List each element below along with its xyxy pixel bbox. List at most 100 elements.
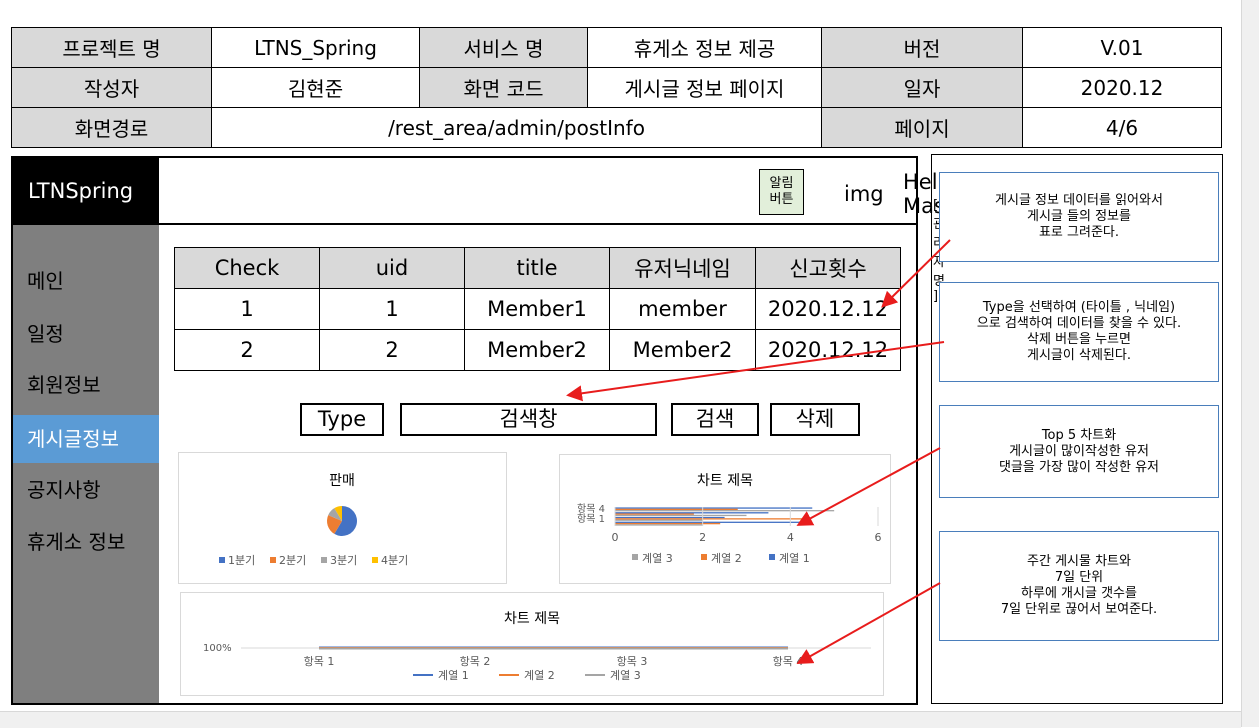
legend-swatch [701, 554, 707, 560]
legend-label: 계열 2 [524, 669, 555, 682]
top-bar: 알림 버튼 img Hello Master [ 관리자명 ] [159, 158, 975, 304]
bar [615, 507, 813, 509]
column-header[interactable]: uid [319, 247, 465, 289]
pie-slice [328, 508, 342, 521]
column-header[interactable]: 신고횟수 [755, 247, 901, 289]
legend-label: 계열 1 [438, 669, 469, 682]
column-header[interactable]: Check [174, 247, 320, 289]
note-text: 주간 게시물 차트와 7일 단위 하루에 개시글 갯수를 7일 단위로 끊어서 … [1000, 554, 1158, 617]
bar [615, 516, 725, 519]
bar [615, 513, 694, 515]
info-value: 2020.12 [1022, 67, 1222, 108]
legend-swatch [632, 554, 638, 560]
pie-slice [334, 506, 357, 536]
notes-panel [931, 154, 1223, 704]
bar [615, 524, 703, 526]
info-label: 화면 코드 [419, 67, 588, 108]
bar [615, 508, 738, 511]
delete-button[interactable]: 삭제 [770, 403, 860, 436]
info-value: 게시글 정보 페이지 [587, 67, 822, 108]
bar [615, 514, 747, 517]
table-row[interactable]: 1 1 Member1 member 2020.12.12 [174, 288, 901, 330]
legend-label: 계열 3 [642, 552, 673, 565]
x-tick-label: 항목 1 [304, 655, 335, 668]
info-label: 서비스 명 [419, 27, 588, 68]
x-tick-label: 항목 3 [617, 655, 648, 668]
alarm-button[interactable]: 알림 버튼 [759, 169, 804, 215]
table-cell: Member2 [464, 329, 610, 371]
table-cell: Member1 [464, 288, 610, 330]
x-tick-label: 0 [612, 531, 619, 544]
table-cell: 2020.12.12 [755, 288, 901, 330]
info-value: LTNS_Spring [211, 27, 420, 68]
table-cell: member [609, 288, 756, 330]
y-tick-label: 항목 4 [577, 503, 605, 515]
legend-swatch [321, 557, 327, 563]
alarm-button-label: 알림 버튼 [769, 176, 794, 207]
pie-chart-svg: 판매 1분기 2분기 3분기 4분기 [219, 473, 408, 567]
sidebar-item[interactable]: 메인 [27, 269, 64, 293]
info-label: 일자 [821, 67, 1023, 108]
vertical-scrollbar[interactable] [1241, 0, 1259, 727]
brand-logo[interactable]: LTNSpring [13, 158, 159, 225]
info-value: V.01 [1022, 27, 1222, 68]
search-input[interactable]: 검색창 [400, 403, 657, 436]
sidebar-item[interactable]: 공지사항 [27, 478, 101, 502]
horizontal-scrollbar[interactable] [0, 711, 1241, 728]
sidebar-item[interactable]: 게시글정보 [13, 415, 159, 463]
info-label: 작성자 [11, 67, 212, 108]
chart-title: 판매 [329, 473, 355, 489]
x-tick-label: 항목 4 [773, 655, 804, 668]
sidebar-item[interactable]: 일정 [27, 322, 64, 346]
legend-label: 계열 2 [711, 552, 742, 565]
screen-path-value: /rest_area/admin/postInfo [211, 107, 822, 148]
note-text: Type을 선택하여 (타이틀 , 닉네임) 으로 검색하여 데이터를 찾을 수… [976, 300, 1182, 363]
legend-label: 1분기 [228, 554, 255, 567]
note-weekly-description: 주간 게시물 차트와 7일 단위 하루에 개시글 갯수를 7일 단위로 끊어서 … [939, 531, 1219, 641]
profile-image-placeholder: img [844, 182, 884, 206]
bar [615, 522, 721, 525]
table-cell: 1 [174, 288, 320, 330]
spec-info-table: 프로젝트 명 LTNS_Spring 서비스 명 휴게소 정보 제공 버전 V.01 작성자… [11, 27, 1222, 148]
note-search-description: Type을 선택하여 (타이틀 , 닉네임) 으로 검색하여 데이터를 찾을 수… [939, 282, 1219, 382]
note-text: Top 5 차트화 게시글이 많이작성한 유저 댓글을 가장 많이 작성한 유저 [998, 427, 1160, 475]
bar [615, 521, 804, 523]
table-cell: 2020.12.12 [755, 329, 901, 371]
chart-title: 차트 제목 [504, 611, 560, 627]
legend-swatch [270, 557, 276, 563]
bar-chart: 차트 제목 0 2 4 6 항목 4 항목 1 계열 3 계열 2 계열 1 [559, 454, 891, 584]
search-button[interactable]: 검색 [671, 403, 759, 436]
type-select[interactable]: Type [300, 403, 384, 436]
legend-label: 4분기 [381, 554, 408, 567]
table-row[interactable]: 2 2 Member2 Member2 2020.12.12 [174, 329, 901, 371]
legend-swatch [372, 557, 378, 563]
legend-label: 계열 1 [779, 552, 810, 565]
legend-swatch [219, 557, 225, 563]
page-label: 페이지 [821, 107, 1023, 148]
sidebar-item[interactable]: 휴게소 정보 [27, 530, 126, 554]
column-header[interactable]: 유저닉네임 [609, 247, 756, 289]
legend-swatch [769, 554, 775, 560]
chart-title: 차트 제목 [697, 473, 753, 489]
info-label: 프로젝트 명 [11, 27, 212, 68]
note-text: 게시글 정보 데이터를 읽어와서 게시글 들의 정보를 표로 그려준다. [995, 193, 1163, 240]
legend-label: 2분기 [279, 554, 306, 567]
sidebar-item[interactable]: 회원정보 [27, 373, 101, 397]
bar [615, 519, 703, 521]
pie-chart: 판매 1분기 2분기 3분기 4분기 [178, 452, 507, 584]
table-cell: 2 [319, 329, 465, 371]
table-cell: Member2 [609, 329, 756, 371]
posts-table: Check uid title 유저닉네임 신고횟수 1 1 Member1 member 202… [174, 247, 901, 371]
info-label: 버전 [821, 27, 1023, 68]
info-value: 휴게소 정보 제공 [587, 27, 822, 68]
column-header[interactable]: title [464, 247, 610, 289]
pie-slice [327, 515, 342, 534]
line-chart-svg: 차트 제목 100% 항목 1 항목 2 항목 3 항목 4 계열 1 계열 2 계열 3 [203, 611, 871, 682]
x-tick-label: 2 [699, 531, 706, 544]
x-tick-label: 항목 2 [460, 655, 491, 668]
y-tick-label: 항목 1 [577, 513, 605, 525]
bar-chart-svg: 차트 제목 0 2 4 6 항목 4항목 1 계열 3 계열 2 계열 1 [577, 473, 881, 565]
table-cell: 1 [319, 288, 465, 330]
